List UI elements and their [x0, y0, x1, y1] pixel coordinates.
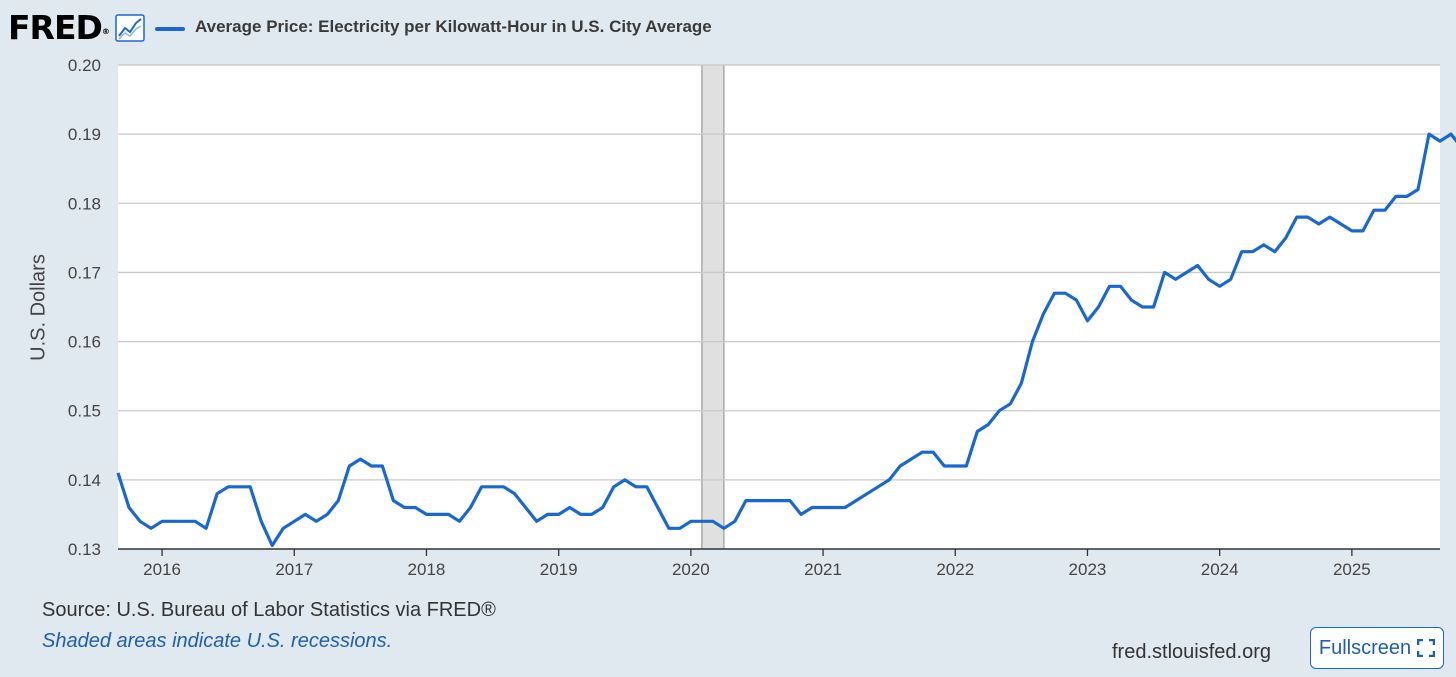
y-tick-label: 0.17 [68, 263, 101, 282]
fullscreen-button[interactable]: Fullscreen [1310, 627, 1444, 669]
y-tick-label: 0.15 [68, 402, 101, 421]
fred-logo[interactable]: FRED® [8, 8, 110, 48]
plot-area [118, 65, 1440, 549]
y-tick-label: 0.14 [68, 471, 101, 490]
site-url: fred.stlouisfed.org [1112, 641, 1271, 663]
y-tick-label: 0.13 [68, 540, 101, 559]
x-tick-label: 2016 [143, 560, 181, 579]
source-text: Source: U.S. Bureau of Labor Statistics … [42, 599, 496, 621]
line-chart: 0.13 0.14 0.15 0.16 0.17 0.18 0.19 0.20 2016 2017… [68, 56, 1456, 579]
series-line [116, 132, 1456, 548]
recession-shade [701, 65, 724, 549]
x-tick-label: 2024 [1201, 560, 1239, 579]
legend-swatch [155, 27, 185, 31]
x-tick-label: 2017 [275, 560, 313, 579]
x-tick-label: 2021 [804, 560, 842, 579]
x-tick-label: 2025 [1333, 560, 1371, 579]
logo-mark: ® [101, 27, 110, 36]
recession-note: Shaded areas indicate U.S. recessions. [42, 630, 393, 652]
y-tick-label: 0.18 [68, 194, 101, 213]
x-tick-label: 2018 [408, 560, 446, 579]
x-tick-label: 2019 [540, 560, 578, 579]
y-tick-label: 0.19 [68, 125, 101, 144]
fullscreen-label: Fullscreen [1318, 636, 1412, 659]
x-tick-label: 2023 [1069, 560, 1107, 579]
legend-label: Average Price: Electricity per Kilowatt-… [195, 17, 712, 36]
expand-icon [1417, 639, 1436, 657]
y-tick-label: 0.20 [68, 56, 101, 75]
x-tick-label: 2022 [936, 560, 974, 579]
y-tick-label: 0.16 [68, 333, 101, 352]
x-tick-label: 2020 [672, 560, 710, 579]
logo-text: FRED [8, 8, 103, 47]
line-chart-icon[interactable] [115, 14, 145, 42]
